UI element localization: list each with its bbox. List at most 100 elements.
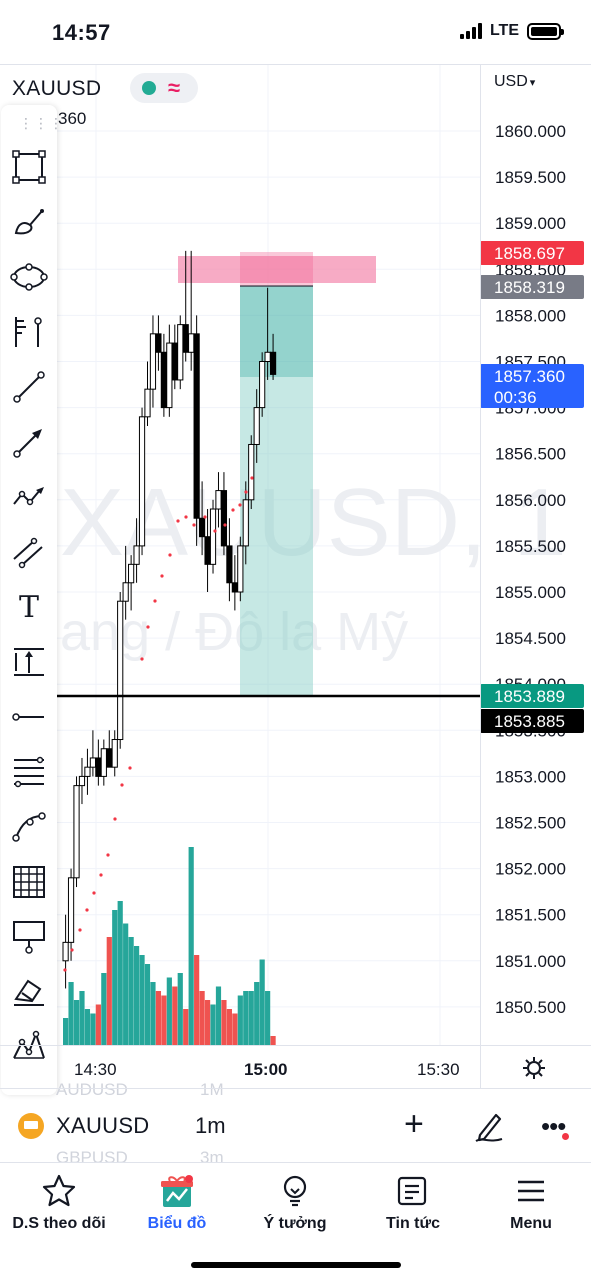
volume-bar <box>265 991 271 1045</box>
volume-bar <box>68 982 74 1045</box>
volume-bar <box>243 991 249 1045</box>
volume-bar <box>73 1000 80 1045</box>
price-tick: 1851.000 <box>495 952 566 971</box>
home-indicator[interactable] <box>191 1262 401 1268</box>
price-tick: 1860.000 <box>495 122 566 141</box>
chart-watermark-description: ang / Đô la Mỹ <box>60 602 408 662</box>
text-icon[interactable]: T <box>5 583 53 631</box>
currency-select[interactable]: USD ▾ <box>494 73 535 91</box>
candle-bearish <box>226 545 233 584</box>
volume-bar <box>117 901 123 1045</box>
sar-dot <box>160 574 164 578</box>
parallel-channel-icon[interactable] <box>5 528 53 576</box>
sar-dot <box>85 908 89 912</box>
take-profit-label: 1853.889 <box>480 684 584 708</box>
symbol-selector[interactable]: XAUUSD <box>56 1113 150 1138</box>
market-status-pill[interactable]: ≈ <box>130 73 198 103</box>
horizontal-line-label-bg <box>480 709 584 733</box>
time-label-1500: 15:00 <box>244 1060 288 1079</box>
brush-icon[interactable] <box>5 198 53 246</box>
tab-watchlist[interactable]: D.S theo dõi <box>0 1173 118 1243</box>
lightbulb-icon <box>283 1175 307 1207</box>
volume-bar <box>226 1009 232 1045</box>
add-indicator-icon[interactable]: + <box>404 1105 424 1143</box>
drawing-tools-icon[interactable] <box>472 1109 506 1143</box>
curve-icon[interactable] <box>5 803 53 851</box>
price-range-icon[interactable] <box>5 638 53 686</box>
grid-icon[interactable] <box>5 858 53 906</box>
timeframe-selector[interactable]: 1m <box>195 1113 226 1138</box>
ghost-symbol-1: AUDUSD <box>56 1080 128 1099</box>
status-indicators: LTE <box>459 22 564 40</box>
tab-ideas[interactable]: Ý tưởng <box>236 1173 354 1243</box>
volume-bar <box>183 1009 189 1045</box>
volume-bar <box>194 955 200 1045</box>
candle-bullish <box>166 342 173 409</box>
fibonacci-icon[interactable] <box>5 308 53 356</box>
price-tick: 1851.500 <box>495 906 566 925</box>
tab-menu[interactable]: Menu <box>472 1173 590 1243</box>
ghost-tf-1: 1M <box>200 1080 224 1099</box>
trend-line-icon[interactable] <box>5 363 53 411</box>
pattern-icon[interactable] <box>5 1023 53 1071</box>
horizontal-ray-icon[interactable] <box>5 693 53 741</box>
volume-bar <box>95 1004 101 1045</box>
candle-bullish <box>122 582 129 602</box>
candle-bullish <box>253 407 260 445</box>
eraser-icon[interactable] <box>5 968 53 1016</box>
candle-bullish <box>215 490 222 510</box>
drag-handle-icon[interactable]: ⋮⋮⋮ <box>19 115 64 131</box>
volume-bar <box>177 973 183 1045</box>
chart-symbol-title[interactable]: XAUUSD <box>12 77 102 100</box>
sar-dot <box>153 599 157 603</box>
candlesticks <box>62 250 277 989</box>
stop-loss-label: 1858.697 <box>480 241 584 265</box>
path-icon[interactable] <box>5 473 53 521</box>
time-axis[interactable]: 14:30 15:00 15:30 <box>0 1045 591 1089</box>
volume-bars <box>63 847 276 1045</box>
price-tick: 1850.500 <box>495 998 566 1017</box>
chart-area[interactable]: XAUUSD, 1 ang / Đô la Mỹ 1860.000 1859.50… <box>0 64 591 1095</box>
fib-retracement-icon[interactable] <box>5 748 53 796</box>
volume-bar <box>139 955 145 1045</box>
arrow-icon[interactable] <box>5 418 53 466</box>
candle-bearish <box>220 490 228 547</box>
tab-news[interactable]: Tin tức <box>354 1173 472 1243</box>
volume-bar <box>210 1004 216 1045</box>
price-chart[interactable]: XAUUSD, 1 ang / Đô la Mỹ 1860.0001859.50… <box>0 65 591 1089</box>
volume-bar <box>254 982 260 1045</box>
chart-gift-icon <box>161 1175 193 1207</box>
price-tick: 1859.000 <box>495 214 566 233</box>
current-price-label-text: 1857.360 <box>494 367 565 386</box>
volume-bar <box>123 923 129 1045</box>
callout-icon[interactable] <box>5 913 53 961</box>
rectangle-icon[interactable] <box>5 143 53 191</box>
chart-settings-icon[interactable] <box>522 1056 546 1080</box>
candle-bearish <box>269 351 277 375</box>
text-tool-glyph: T <box>18 589 39 625</box>
price-tick: 1856.000 <box>495 491 566 510</box>
drawing-toolbar: ⋮⋮⋮ T <box>1 105 63 1095</box>
sar-dot <box>146 625 150 629</box>
volume-bar <box>248 991 254 1045</box>
volume-bar <box>63 1018 69 1045</box>
sar-dot <box>184 515 188 519</box>
news-icon <box>397 1176 427 1206</box>
target-zone-upper <box>240 286 313 377</box>
sar-dot <box>128 766 132 770</box>
volume-bar <box>155 991 162 1045</box>
candle-bullish <box>78 775 86 787</box>
sar-dot <box>63 968 67 972</box>
candle-bearish <box>106 748 113 768</box>
candle-bearish <box>193 333 200 519</box>
signal-icon <box>459 23 482 39</box>
ellipse-icon[interactable] <box>5 253 53 301</box>
volume-bar <box>204 1000 211 1045</box>
candle-bullish <box>259 361 266 409</box>
candle-bullish <box>177 324 184 381</box>
stop-loss-label-text: 1858.697 <box>494 244 565 263</box>
volume-bar <box>166 977 172 1045</box>
tab-chart[interactable]: Biểu đồ <box>118 1173 236 1243</box>
candle-bullish <box>117 600 124 741</box>
volume-bar <box>106 937 112 1045</box>
